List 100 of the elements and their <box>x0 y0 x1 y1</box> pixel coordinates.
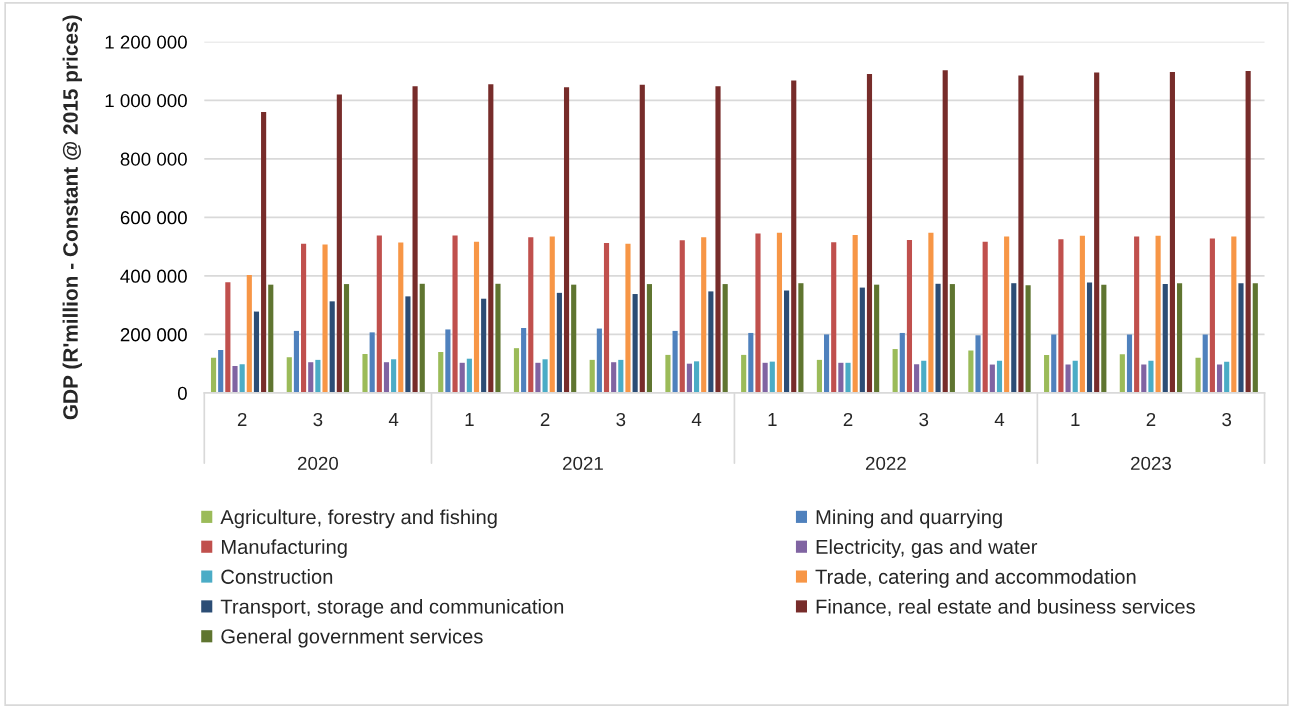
bar <box>596 328 602 393</box>
bar <box>293 330 300 393</box>
bar <box>892 349 898 393</box>
bar <box>874 284 880 393</box>
bar <box>715 86 721 393</box>
bar <box>336 94 342 393</box>
bar <box>261 112 267 393</box>
bar <box>1101 284 1107 393</box>
bar <box>672 330 678 393</box>
bar <box>549 236 555 393</box>
bar <box>343 284 350 393</box>
x-tick-label: 1 <box>465 413 474 426</box>
bar <box>466 358 472 393</box>
bar <box>968 350 974 393</box>
x-tick-label: 2 <box>1146 412 1156 426</box>
bar <box>906 239 913 393</box>
bar <box>535 362 541 393</box>
bar <box>769 361 775 393</box>
bar <box>1072 360 1078 393</box>
bar <box>914 364 920 393</box>
bar <box>1155 235 1161 393</box>
bar <box>405 296 411 393</box>
bar <box>722 284 728 393</box>
bar <box>693 361 700 393</box>
bar <box>1119 354 1125 393</box>
y-tick-label: 1 000 000 <box>105 94 187 108</box>
bar <box>563 87 570 393</box>
bar <box>603 243 610 393</box>
y-tick-label: 200 000 <box>120 328 187 342</box>
bar <box>398 242 404 393</box>
bar <box>942 70 948 393</box>
bar <box>268 284 274 393</box>
bar <box>791 80 797 393</box>
x-tick-label: 3 <box>313 412 323 427</box>
bar <box>322 244 328 393</box>
bar <box>481 298 487 393</box>
bar <box>838 362 844 393</box>
bar <box>989 364 995 393</box>
bar <box>1176 283 1183 393</box>
bar <box>1134 236 1140 393</box>
bar <box>921 360 927 393</box>
bar <box>859 287 865 393</box>
legend-label: Manufacturing <box>222 539 347 559</box>
bar <box>210 357 217 393</box>
bar <box>286 357 292 393</box>
legend-label: General government services <box>221 628 483 648</box>
bar <box>1141 364 1147 393</box>
text: 2023 <box>1131 456 1171 470</box>
bar <box>611 362 617 393</box>
bar <box>571 284 577 393</box>
bar <box>852 234 858 393</box>
bar <box>665 354 671 393</box>
bar <box>495 283 501 393</box>
bar <box>748 332 754 393</box>
bar <box>308 362 314 393</box>
bar <box>798 283 804 393</box>
bar <box>1086 282 1093 393</box>
bar <box>369 332 375 393</box>
bar <box>246 275 252 393</box>
y-tick-label: 800 000 <box>120 152 187 166</box>
bar <box>1018 75 1024 393</box>
bar <box>949 284 955 393</box>
bar <box>679 240 685 393</box>
x-tick-label: 4 <box>691 413 702 426</box>
bar <box>1004 236 1010 393</box>
legend-label: Trade, catering and accommodation <box>815 569 1136 588</box>
bar <box>1169 71 1175 393</box>
bar <box>362 354 368 393</box>
bar <box>438 351 444 393</box>
x-tick-label: 1 <box>1071 413 1080 426</box>
bar <box>1209 238 1215 393</box>
legend-label: Construction <box>221 569 333 584</box>
bar <box>935 283 941 393</box>
bar <box>419 283 425 393</box>
bar <box>639 84 645 393</box>
bar <box>708 291 714 393</box>
bar <box>1195 357 1201 393</box>
text: 2020 <box>297 456 339 470</box>
bar <box>823 334 830 393</box>
text: 2022 <box>865 456 906 470</box>
bar <box>866 73 873 393</box>
bar <box>625 243 631 393</box>
bar <box>542 359 548 393</box>
legend-label: Finance, real estate and business services <box>816 598 1195 617</box>
bar <box>1079 235 1085 393</box>
bar <box>618 359 624 393</box>
bar <box>1011 283 1017 393</box>
bar <box>1065 364 1071 393</box>
bar <box>762 362 768 393</box>
bar <box>376 235 382 393</box>
x-tick-label: 2 <box>843 412 853 426</box>
legend-label: Transport, storage and communication <box>220 598 564 618</box>
bar <box>816 359 822 393</box>
bar <box>686 363 692 393</box>
bar <box>528 237 534 393</box>
bar <box>412 86 418 393</box>
legend-label: Mining and quarrying <box>816 509 1002 529</box>
bar <box>1126 334 1133 393</box>
bar <box>329 301 335 393</box>
x-tick-label: 3 <box>616 412 626 427</box>
